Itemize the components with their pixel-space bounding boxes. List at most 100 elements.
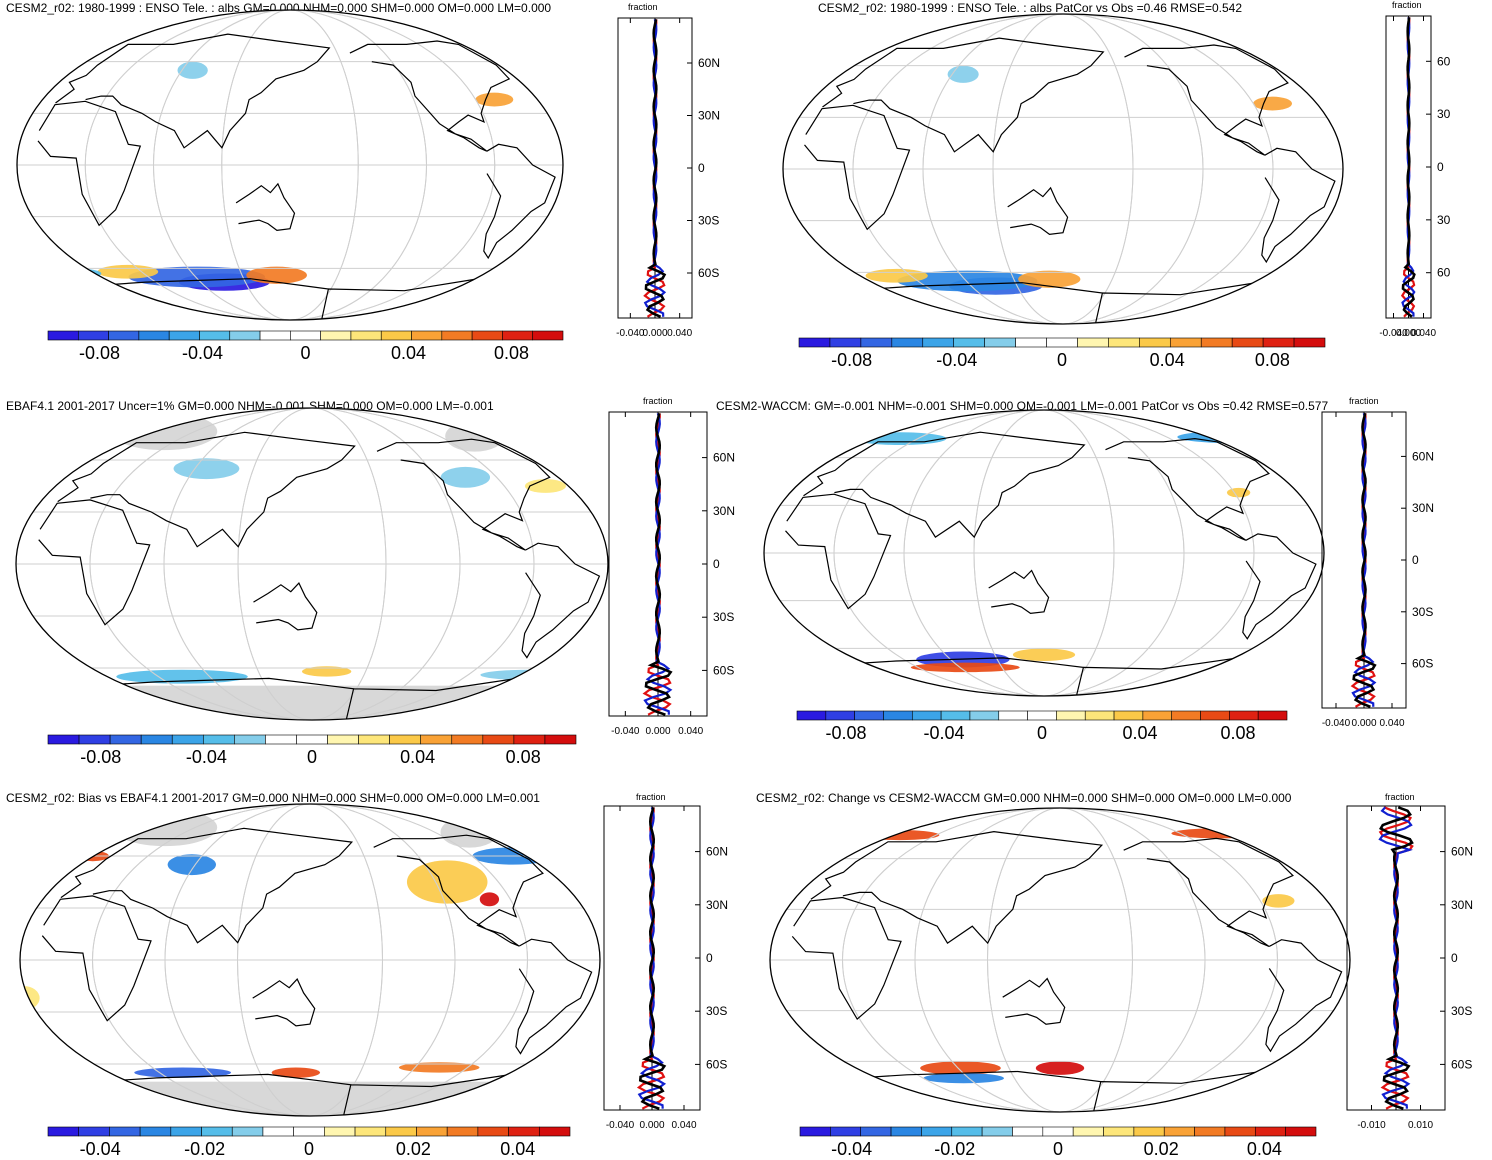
mask-north-greenland [445, 420, 505, 452]
map-panel-1 [782, 13, 1344, 325]
colorbar-swatch [168, 330, 200, 341]
colorbar-4: -0.04 -0.02 0 0.02 0.04 [47, 1126, 571, 1159]
colorbar-swatch [265, 734, 297, 745]
colorbar-swatch [47, 1126, 80, 1137]
coastline [252, 978, 316, 1027]
anomaly-blob [858, 829, 940, 841]
profile-line-zonal [1401, 17, 1416, 318]
colorbar-swatch [1113, 710, 1144, 721]
profile-panel-4: fraction 60N 30N 0 30S 60S -0.040 0.000 0.040 [603, 792, 728, 1131]
map-content [783, 14, 1343, 324]
colorbar-tick-label: 0 [1037, 723, 1047, 743]
colorbar-swatch [477, 1126, 509, 1137]
colorbar-swatch [482, 734, 515, 745]
colorbar-swatch [1200, 710, 1230, 721]
anomaly-blob [920, 1061, 1001, 1075]
colorbar-swatch [411, 330, 443, 341]
panel-title-5: CESM2_r02: Change vs CESM2-WACCM GM=0.00… [756, 791, 1292, 805]
colorbar-swatch [140, 734, 173, 745]
anomaly-blob [1012, 648, 1076, 662]
colorbar-swatch [231, 1126, 264, 1137]
colorbar-swatch [139, 1126, 172, 1137]
colorbar-swatch [1015, 337, 1047, 348]
profile-lat-label: 0 [1451, 951, 1458, 965]
map-border [769, 807, 1351, 1113]
colorbar-swatch [544, 734, 577, 745]
colorbar-swatch [451, 734, 484, 745]
coastline [810, 830, 1104, 945]
profile-lat-label: 60N [1412, 449, 1434, 463]
colorbar-swatch [77, 330, 109, 341]
anomaly-blob [475, 92, 514, 107]
colorbar-swatch [538, 1126, 571, 1137]
profile-lat-label: 60N [706, 845, 728, 859]
colorbar-tick-label: 0 [304, 1139, 314, 1159]
colorbar-swatch [471, 330, 503, 341]
colorbar-tick-label: -0.04 [80, 1139, 121, 1159]
anomaly-blob [1253, 96, 1293, 111]
colorbar-tick-label: -0.02 [184, 1139, 225, 1159]
panel-title-4: CESM2_r02: Bias vs EBAF4.1 2001-2017 GM=… [6, 791, 540, 805]
colorbar-swatch [446, 1126, 479, 1137]
profile-line-zonal [1352, 412, 1377, 709]
profile-x-label: 0.040 [671, 1120, 696, 1131]
colorbar-swatch [830, 1126, 862, 1137]
profile-lat-label: 60N [713, 451, 735, 465]
colorbar-swatch [385, 1126, 417, 1137]
profile-label: fraction [1385, 792, 1415, 802]
profile-x-label: 0.040 [1379, 718, 1404, 729]
map-panel-0 [16, 9, 564, 321]
colorbar-swatch [416, 1126, 448, 1137]
colorbar-swatch [78, 1126, 110, 1137]
colorbar-swatch [1194, 1126, 1226, 1137]
coastline [57, 431, 356, 548]
anomaly-blob [1262, 894, 1295, 908]
colorbar-1: -0.08 -0.04 0 0.04 0.08 [798, 337, 1326, 370]
colorbar-swatch [860, 337, 893, 348]
profile-lat-label: 60 [1437, 266, 1451, 280]
map-border [19, 803, 601, 1117]
colorbar-swatch [441, 330, 473, 341]
profile-lat-label: 60N [698, 56, 720, 70]
anomaly-blob [406, 860, 488, 904]
coastline [235, 182, 296, 232]
map-content [20, 804, 600, 1116]
coastline [785, 493, 892, 610]
graticule-lon [973, 410, 1115, 696]
colorbar-tick-label: 0.04 [1150, 350, 1185, 370]
coastline [1007, 186, 1069, 236]
map-border [763, 409, 1325, 697]
mask-north-asia [110, 412, 218, 451]
colorbar-swatch [1169, 337, 1202, 348]
graticule-lon [237, 804, 383, 1116]
profile-x-label: -0.010 [1357, 1120, 1386, 1131]
profile-label: fraction [628, 2, 658, 12]
profile-lat-label: 60S [706, 1057, 727, 1071]
colorbar-tick-label: -0.04 [923, 723, 964, 743]
graticule-lon [164, 804, 456, 1116]
colorbar-tick-label: 0.08 [506, 747, 541, 767]
profile-x-label: 0.040 [1411, 328, 1436, 339]
anomaly-blob [480, 669, 580, 681]
profile-line-zonal [644, 19, 667, 318]
profile-x-label: -0.040 [606, 1120, 635, 1131]
colorbar-swatch [953, 337, 985, 348]
colorbar-swatch [854, 710, 884, 721]
colorbar-swatch [259, 330, 291, 341]
profile-lat-label: 0 [706, 951, 713, 965]
profile-lat-label: 30S [698, 214, 719, 228]
profile-label: fraction [636, 792, 666, 802]
profile-x-label: -0.040 [616, 328, 645, 339]
colorbar-swatch [234, 734, 266, 745]
profile-x-label: -0.040 [1322, 718, 1351, 729]
profile-lat-label: 30S [713, 610, 734, 624]
colorbar-tick-label: 0 [307, 747, 317, 767]
colorbar-swatch [508, 1126, 540, 1137]
colorbar-swatch [951, 1126, 983, 1137]
colorbar-tick-label: 0 [1057, 350, 1067, 370]
colorbar-swatch [1077, 337, 1109, 348]
anomaly-blob [779, 648, 842, 662]
profile-lat-label: 30S [1412, 605, 1433, 619]
coastline [521, 542, 601, 659]
